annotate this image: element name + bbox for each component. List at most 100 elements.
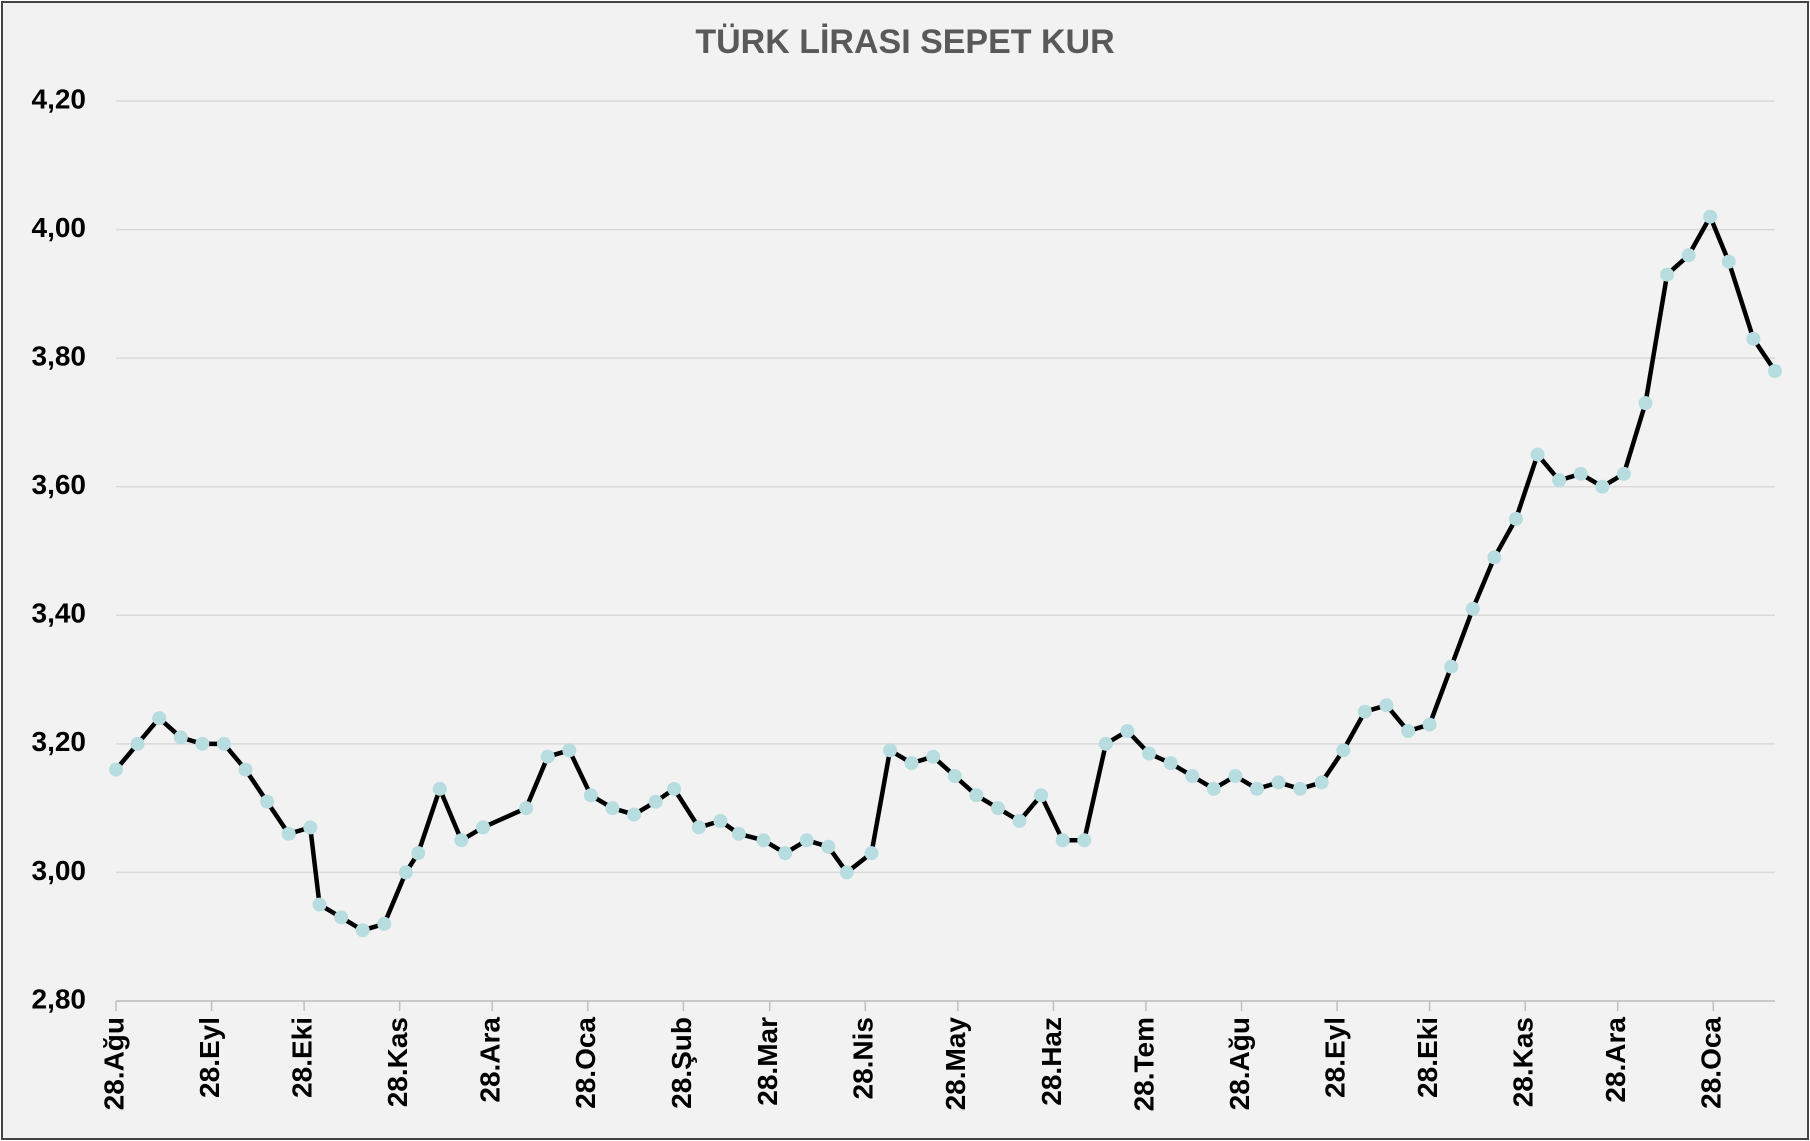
chart-title: TÜRK LİRASI SEPET KUR [695, 23, 1114, 61]
x-tick-label: 28.Ara [475, 1017, 506, 1103]
data-point [1681, 248, 1696, 263]
x-tick-label: 28.Kas [1508, 1017, 1539, 1107]
data-point [1185, 769, 1200, 783]
data-point [1336, 743, 1351, 758]
x-tick-label: 28.May [940, 1017, 971, 1111]
x-tick-label: 28.Mar [752, 1017, 783, 1106]
data-point [1228, 769, 1243, 783]
data-point [562, 743, 577, 758]
x-tick-label: 28.Haz [1036, 1017, 1067, 1106]
data-point [648, 794, 663, 809]
data-point [756, 833, 771, 848]
data-point [1444, 659, 1459, 674]
data-point [1616, 466, 1631, 481]
data-point [882, 743, 897, 758]
x-tick-label: 28.Oca [1696, 1017, 1727, 1109]
data-point [904, 756, 919, 771]
data-point [1120, 724, 1135, 738]
data-point [1098, 736, 1113, 751]
data-point [281, 826, 296, 841]
x-tick-label: 28.Kas [382, 1017, 413, 1107]
data-point [1163, 756, 1178, 771]
data-point [1379, 698, 1394, 713]
x-tick-label: 28.Ağu [1224, 1017, 1255, 1110]
x-tick-label: 28.Nis [848, 1017, 879, 1100]
data-point [1487, 550, 1502, 565]
data-point [540, 749, 555, 764]
data-point [1768, 364, 1782, 378]
data-point [1293, 781, 1308, 796]
data-point [1034, 788, 1049, 803]
data-point [454, 833, 469, 848]
x-tick-label: 28.Eki [286, 1017, 317, 1098]
data-point [398, 865, 413, 880]
y-tick-label: 3,80 [32, 341, 87, 372]
data-point [1721, 254, 1736, 269]
data-point [312, 897, 327, 912]
x-tick-label: 28.Tem [1128, 1017, 1159, 1111]
data-point [1746, 331, 1761, 346]
x-tick-label: 28.Ağu [98, 1017, 129, 1110]
data-point [1055, 833, 1070, 848]
data-point [731, 826, 746, 841]
x-tick-label: 28.Eyl [194, 1017, 225, 1098]
data-point [475, 820, 490, 835]
y-tick-label: 3,20 [32, 726, 87, 757]
data-point [1012, 814, 1027, 828]
data-point [1142, 746, 1157, 761]
data-point [238, 762, 253, 777]
data-point [667, 781, 682, 796]
data-point [947, 769, 962, 783]
data-point [152, 711, 167, 726]
data-point [691, 820, 706, 835]
x-tick-label: 28.Ara [1600, 1017, 1631, 1103]
data-point [821, 839, 836, 854]
data-point [1552, 473, 1567, 488]
data-point [195, 736, 210, 751]
data-point [303, 820, 318, 835]
data-point [411, 846, 426, 861]
data-point [1660, 267, 1675, 282]
x-tick-label: 28.Eki [1412, 1017, 1443, 1098]
data-point [1314, 775, 1329, 790]
x-tick-label: 28.Oca [570, 1017, 601, 1109]
y-tick-label: 3,60 [32, 469, 87, 500]
data-point [990, 801, 1005, 816]
data-point [173, 730, 188, 745]
x-tick-label: 28.Şub [666, 1017, 697, 1109]
data-point [216, 736, 231, 751]
data-point [1703, 209, 1718, 224]
data-point [1638, 396, 1653, 411]
data-point [713, 814, 728, 828]
data-point [1422, 717, 1437, 732]
data-point [1530, 447, 1545, 462]
data-point [260, 794, 275, 809]
data-point [799, 833, 814, 848]
y-tick-label: 3,00 [32, 855, 87, 886]
data-point [1595, 479, 1610, 494]
data-point [519, 801, 534, 816]
data-point [1573, 466, 1588, 481]
data-point [334, 910, 349, 925]
y-tick-label: 3,40 [32, 598, 87, 629]
data-point [355, 923, 370, 938]
data-point [926, 749, 941, 764]
data-point [377, 916, 392, 931]
y-tick-label: 2,80 [32, 983, 87, 1014]
data-point [1077, 833, 1092, 848]
data-point [969, 788, 984, 803]
data-point [1206, 781, 1221, 796]
y-tick-label: 4,20 [32, 83, 87, 114]
data-point [1465, 601, 1480, 616]
data-point [432, 781, 447, 796]
data-point [583, 788, 598, 803]
data-point [839, 865, 854, 880]
data-point [1401, 724, 1416, 738]
data-point [1357, 704, 1372, 719]
data-point [1271, 775, 1286, 790]
data-point [130, 736, 145, 751]
data-point [605, 801, 620, 816]
data-point [109, 762, 123, 777]
